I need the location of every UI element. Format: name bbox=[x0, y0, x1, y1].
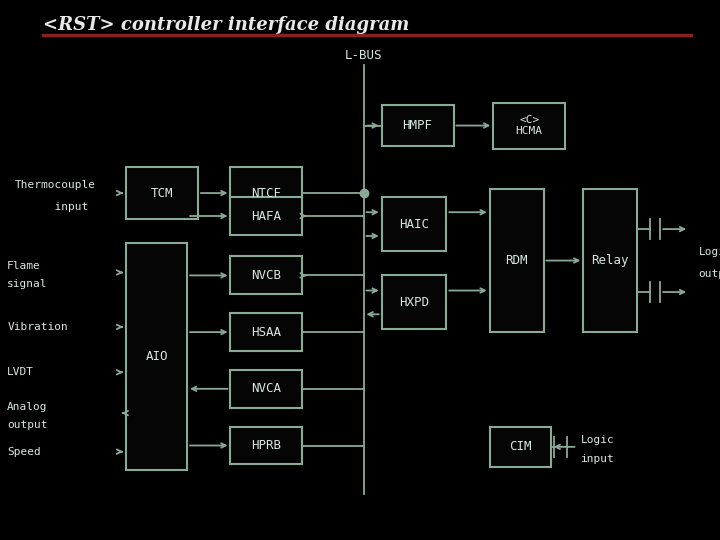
Bar bbox=[490, 427, 551, 467]
Bar bbox=[493, 103, 565, 148]
Text: NVCB: NVCB bbox=[251, 269, 282, 282]
Bar bbox=[382, 275, 446, 329]
Text: Thermocouple: Thermocouple bbox=[14, 180, 95, 190]
Bar bbox=[230, 313, 302, 351]
Text: Logic: Logic bbox=[698, 247, 720, 258]
Bar bbox=[583, 189, 637, 332]
Text: Vibration: Vibration bbox=[7, 322, 68, 332]
Text: HAFA: HAFA bbox=[251, 210, 282, 222]
Bar bbox=[230, 256, 302, 294]
Text: Analog: Analog bbox=[7, 402, 48, 411]
Text: TCM: TCM bbox=[150, 186, 174, 200]
Text: input: input bbox=[14, 201, 89, 212]
Text: HXPD: HXPD bbox=[399, 296, 429, 309]
Text: Speed: Speed bbox=[7, 447, 41, 457]
Text: NVCA: NVCA bbox=[251, 382, 282, 395]
Text: Flame: Flame bbox=[7, 261, 41, 271]
Text: Relay: Relay bbox=[591, 254, 629, 267]
Text: output: output bbox=[7, 420, 48, 430]
Bar bbox=[230, 427, 302, 464]
Text: RDM: RDM bbox=[505, 254, 528, 267]
Bar bbox=[490, 189, 544, 332]
Text: signal: signal bbox=[7, 279, 48, 289]
Bar bbox=[126, 243, 187, 470]
Text: NTCF: NTCF bbox=[251, 186, 282, 200]
Text: HPRB: HPRB bbox=[251, 439, 282, 452]
Text: HSAA: HSAA bbox=[251, 326, 282, 339]
Text: CIM: CIM bbox=[509, 440, 531, 454]
Bar bbox=[126, 167, 198, 219]
Text: Logic: Logic bbox=[581, 435, 615, 445]
Text: HAIC: HAIC bbox=[399, 218, 429, 231]
Bar bbox=[382, 105, 454, 146]
Bar bbox=[230, 167, 302, 219]
Bar bbox=[230, 197, 302, 235]
Bar bbox=[382, 197, 446, 251]
Text: <RST> controller interface diagram: <RST> controller interface diagram bbox=[43, 16, 410, 34]
Text: HMPF: HMPF bbox=[402, 119, 433, 132]
Text: AIO: AIO bbox=[145, 350, 168, 363]
Text: outputs: outputs bbox=[698, 269, 720, 279]
Text: input: input bbox=[581, 454, 615, 464]
Text: L-BUS: L-BUS bbox=[345, 49, 382, 62]
Text: LVDT: LVDT bbox=[7, 367, 35, 377]
Text: <C>
HCMA: <C> HCMA bbox=[516, 115, 543, 137]
Bar bbox=[230, 370, 302, 408]
